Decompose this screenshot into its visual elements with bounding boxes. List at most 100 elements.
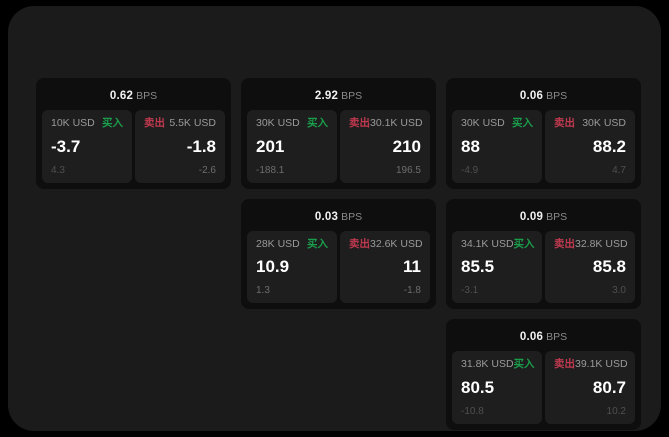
buy-price: 88 [461,136,480,156]
app-surface: 0.62 BPS 10K USD 买入 -3.7 4.3 卖出 [8,6,661,431]
card-header: 0.62 BPS [42,85,225,110]
card-body: 34.1K USD 买入 85.5 -3.1 卖出 32.8K USD 85.8… [452,230,635,303]
sell-cell-header: 卖出 30K USD [554,118,626,129]
buy-cell-header: 30K USD 买入 [256,118,328,129]
buy-price: 80.5 [461,377,495,397]
buy-delta: 1.3 [256,285,270,296]
card-header: 0.03 BPS [247,206,430,231]
buy-delta: 4.3 [51,164,65,176]
card-body: 10K USD 买入 -3.7 4.3 卖出 5.5K USD -1.8 -2.… [42,110,225,183]
bps-value: 0.09 [519,210,544,223]
buy-cell-header: 30K USD 买入 [461,118,533,129]
bps-value: 2.92 [314,90,339,102]
buy-size-label: 34.1K USD [461,237,514,250]
sell-tag: 卖出 [144,117,165,129]
quote-card[interactable]: 0.03 BPS 28K USD 买入 10.9 1.3 卖出 [241,198,436,309]
buy-cell-header: 31.8K USD 买入 [461,358,535,370]
buy-delta: -3.1 [461,285,479,296]
bps-unit: BPS [136,90,158,102]
sell-price: -1.8 [186,136,216,156]
sell-cell-header: 卖出 32.6K USD [349,237,423,250]
buy-cell[interactable]: 28K USD 买入 10.9 1.3 [247,230,337,303]
card-body: 31.8K USD 买入 80.5 -10.8 卖出 39.1K USD 80.… [452,351,635,424]
buy-tag: 买入 [513,358,535,370]
card-header: 0.06 BPS [452,85,635,110]
sell-cell[interactable]: 卖出 5.5K USD -1.8 -2.6 [135,110,225,183]
bps-value: 0.62 [109,90,134,102]
buy-size-label: 10K USD [51,117,95,129]
bps-unit: BPS [546,210,568,223]
buy-delta: -4.9 [461,164,479,176]
quote-card[interactable]: 0.09 BPS 34.1K USD 买入 85.5 -3.1 卖出 [446,198,641,309]
sell-price: 80.7 [592,377,626,397]
bps-unit: BPS [341,210,363,223]
buy-cell[interactable]: 31.8K USD 买入 80.5 -10.8 [452,351,542,424]
sell-cell-header: 卖出 32.8K USD [554,237,628,250]
card-body: 30K USD 买入 88 -4.9 卖出 30K USD 88.2 4.7 [452,110,635,183]
buy-delta: -10.8 [461,405,484,417]
buy-tag: 买入 [513,237,535,250]
bps-unit: BPS [546,331,568,343]
sell-delta: 3.0 [612,285,626,296]
card-body: 28K USD 买入 10.9 1.3 卖出 32.6K USD 11 -1.8 [247,230,430,303]
sell-tag: 卖出 [554,237,575,250]
buy-delta: -188.1 [256,164,285,176]
buy-size-label: 30K USD [461,117,505,129]
buy-price: 85.5 [461,257,495,276]
sell-delta: 4.7 [612,164,626,176]
sell-size-label: 5.5K USD [169,117,216,129]
bps-value: 0.06 [519,90,544,102]
quote-card[interactable]: 0.06 BPS 30K USD 买入 88 -4.9 卖出 [446,78,641,189]
buy-tag: 买入 [102,117,123,129]
buy-cell-header: 34.1K USD 买入 [461,237,535,250]
card-body: 30K USD 买入 201 -188.1 卖出 30.1K USD 210 1… [247,110,430,183]
card-header: 0.06 BPS [452,326,635,351]
buy-cell-header: 10K USD 买入 [51,118,123,129]
sell-size-label: 30K USD [582,117,626,129]
quote-card[interactable]: 0.62 BPS 10K USD 买入 -3.7 4.3 卖出 [36,78,231,189]
buy-cell-header: 28K USD 买入 [256,237,328,250]
bps-unit: BPS [546,90,568,102]
sell-size-label: 32.8K USD [575,237,628,250]
buy-cell[interactable]: 30K USD 买入 88 -4.9 [452,110,542,183]
buy-price: 10.9 [256,257,290,276]
sell-size-label: 30.1K USD [370,117,423,129]
bps-value: 0.06 [519,331,544,343]
sell-price: 11 [403,257,421,276]
sell-tag: 卖出 [554,117,575,129]
sell-cell[interactable]: 卖出 30.1K USD 210 196.5 [340,110,430,183]
sell-cell[interactable]: 卖出 39.1K USD 80.7 10.2 [545,351,635,424]
sell-delta: 10.2 [606,405,626,417]
buy-cell[interactable]: 10K USD 买入 -3.7 4.3 [42,110,132,183]
card-header: 0.09 BPS [452,206,635,231]
sell-price: 85.8 [592,257,626,276]
sell-price: 88.2 [592,136,626,156]
sell-price: 210 [392,136,421,156]
sell-cell[interactable]: 卖出 30K USD 88.2 4.7 [545,110,635,183]
card-header: 2.92 BPS [247,85,430,110]
sell-cell-header: 卖出 5.5K USD [144,118,216,129]
sell-tag: 卖出 [349,117,370,129]
sell-delta: -1.8 [403,285,421,296]
buy-cell[interactable]: 34.1K USD 买入 85.5 -3.1 [452,230,542,303]
buy-tag: 买入 [307,117,328,129]
quote-card[interactable]: 2.92 BPS 30K USD 买入 201 -188.1 卖出 [241,78,436,189]
buy-cell[interactable]: 30K USD 买入 201 -188.1 [247,110,337,183]
buy-tag: 买入 [307,237,328,250]
sell-tag: 卖出 [349,237,370,250]
buy-price: -3.7 [51,136,81,156]
quote-board: 0.62 BPS 10K USD 买入 -3.7 4.3 卖出 [36,78,641,430]
buy-size-label: 30K USD [256,117,300,129]
quote-column-3: 0.06 BPS 30K USD 买入 88 -4.9 卖出 [446,78,641,430]
sell-size-label: 32.6K USD [370,237,423,250]
buy-price: 201 [256,136,285,156]
sell-cell[interactable]: 卖出 32.6K USD 11 -1.8 [340,230,430,303]
bps-unit: BPS [341,90,363,102]
buy-size-label: 31.8K USD [461,358,514,370]
bps-value: 0.03 [314,210,339,223]
sell-cell[interactable]: 卖出 32.8K USD 85.8 3.0 [545,230,635,303]
sell-cell-header: 卖出 30.1K USD [349,117,423,129]
buy-size-label: 28K USD [256,237,300,250]
quote-column-1: 0.62 BPS 10K USD 买入 -3.7 4.3 卖出 [36,78,231,189]
quote-card[interactable]: 0.06 BPS 31.8K USD 买入 80.5 -10.8 卖出 [446,319,641,430]
